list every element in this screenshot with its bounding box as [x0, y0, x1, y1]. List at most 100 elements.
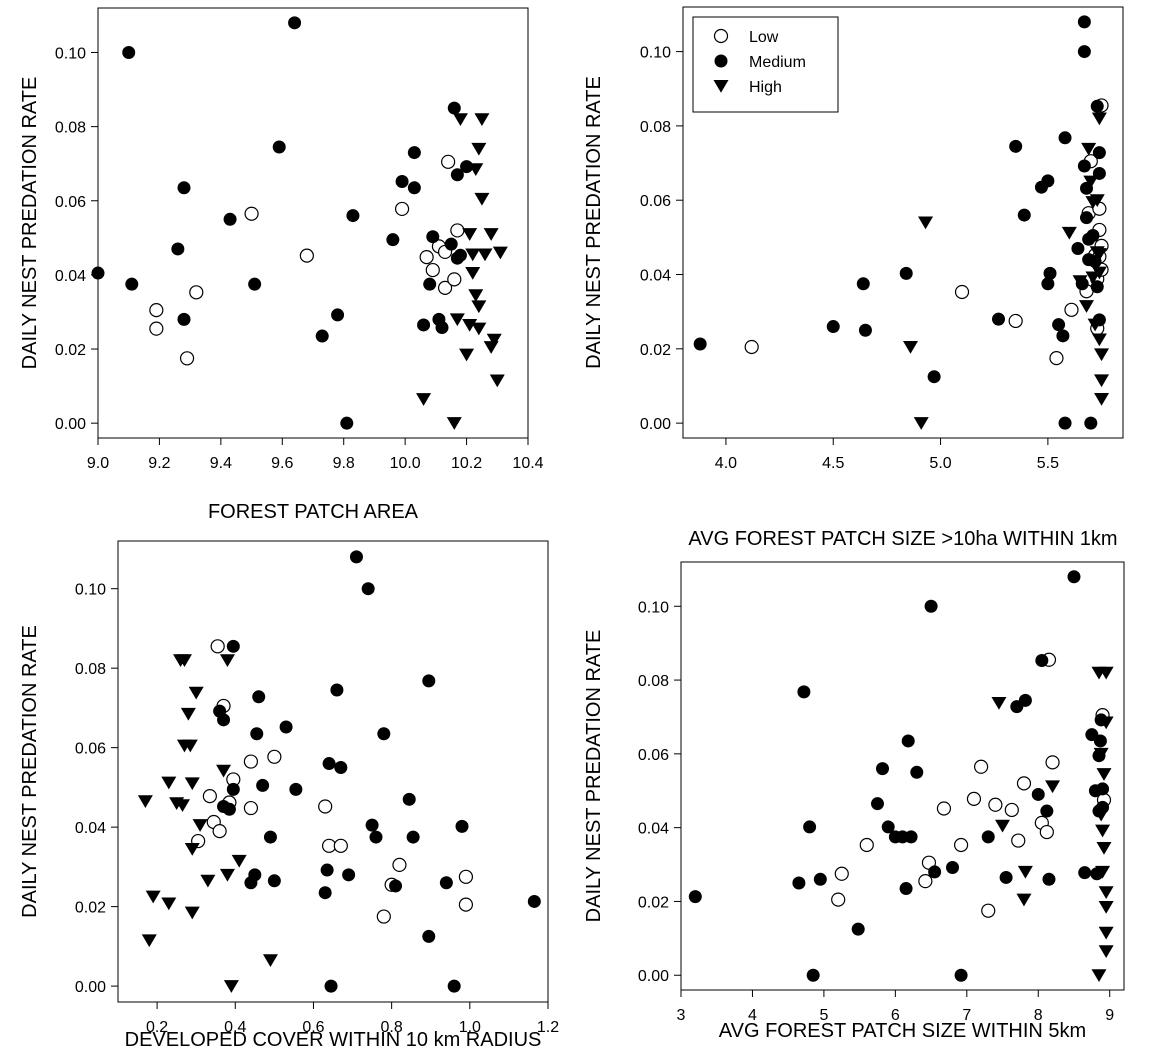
data-point [870, 797, 884, 811]
data-point [122, 45, 136, 59]
data-point [447, 272, 462, 287]
data-point [1091, 333, 1107, 347]
x-tick-label: 9 [1105, 1007, 1114, 1024]
data-point [1094, 713, 1108, 727]
y-tick-label: 0.08 [75, 661, 106, 678]
data-point [918, 216, 934, 230]
x-tick-label: 8 [1034, 1007, 1043, 1024]
series-filled-circle [693, 15, 1106, 430]
y-tick-label: 0.02 [640, 342, 671, 359]
data-point [859, 837, 874, 853]
data-point [333, 838, 348, 853]
data-point [954, 968, 968, 982]
scatter-panel-3: 0.2 0.4 0.6 0.8 1.0 1.20.000.020.040.060.080.… [19, 540, 559, 1051]
data-point [477, 248, 493, 262]
data-point [455, 819, 469, 833]
y-axis: 0.00 0.02 0.04 0.06 0.08 0.10 [55, 45, 98, 433]
series-filled-triangle [416, 113, 508, 430]
x-tick-label: 0.4 [224, 1019, 246, 1036]
data-point [267, 749, 282, 764]
data-point [527, 894, 541, 908]
data-point [161, 897, 177, 911]
data-point [145, 890, 161, 904]
data-point [995, 819, 1011, 833]
x-tick-label: 1.0 [459, 1019, 481, 1036]
data-point [1098, 886, 1114, 899]
data-point [946, 861, 960, 875]
data-point [471, 322, 487, 336]
data-point [875, 762, 889, 776]
data-point [125, 277, 139, 291]
data-point [406, 830, 420, 844]
data-point [1058, 416, 1072, 430]
data-point [439, 876, 453, 890]
plot-frame [680, 561, 1125, 991]
data-point [1067, 570, 1081, 584]
data-point [1096, 782, 1110, 796]
data-point [1079, 300, 1095, 313]
data-point [1091, 969, 1107, 982]
data-point [797, 685, 811, 699]
data-point [1071, 242, 1085, 256]
scatter-panel-2: 4.0 4.5 5.0 5.5 0.00 0.02 0.04 0.06 0.08 0.10 AVG … [583, 6, 1124, 550]
data-point [1045, 780, 1061, 794]
data-point [1077, 45, 1091, 59]
x-axis: 3 4 5 6 7 8 9 [677, 990, 1114, 1024]
x-tick-label: 0.8 [381, 1019, 403, 1036]
data-point [330, 683, 344, 697]
y-tick-label: 0.10 [75, 582, 106, 599]
data-point [279, 720, 293, 734]
series-filled-circle [688, 570, 1110, 982]
data-point [1031, 787, 1045, 801]
data-point [289, 782, 303, 796]
data-point [386, 233, 400, 247]
data-point [953, 837, 969, 853]
x-axis-title: AVG FOREST PATCH SIZE >10ha WITHIN 1km [688, 528, 1117, 550]
data-point [1052, 318, 1066, 332]
data-point [243, 800, 259, 816]
data-point [334, 761, 348, 775]
data-point [322, 757, 336, 771]
data-point [407, 146, 421, 160]
data-point [1008, 313, 1023, 329]
data-point [180, 707, 196, 721]
data-point [903, 340, 919, 354]
data-point [192, 819, 208, 832]
data-point [1096, 768, 1112, 781]
data-point [441, 154, 456, 169]
data-point [899, 266, 913, 280]
plot-frame [97, 7, 529, 439]
data-point [244, 206, 259, 221]
data-point [851, 922, 865, 936]
x-tick-label: 0.2 [146, 1019, 168, 1036]
data-point [248, 277, 262, 291]
data-point [1039, 824, 1054, 840]
x-tick-label: 4.0 [715, 455, 737, 472]
x-axis: 0.2 0.4 0.6 0.8 1.0 1.2 [146, 1002, 559, 1036]
data-point [226, 639, 240, 653]
data-point [991, 696, 1007, 710]
data-point [267, 874, 281, 888]
y-axis: 0.00 0.02 0.04 0.06 0.08 0.10 [75, 582, 118, 996]
data-point [447, 979, 461, 993]
data-point [813, 872, 827, 886]
data-point [465, 248, 481, 262]
x-tick-label: 9.4 [210, 455, 232, 472]
data-point [462, 228, 478, 241]
data-point [435, 321, 449, 335]
y-tick-label: 0.06 [75, 741, 106, 758]
data-point [1098, 666, 1114, 680]
data-point [1081, 142, 1097, 156]
data-point [1078, 866, 1092, 880]
data-point [426, 230, 440, 244]
data-point [1018, 693, 1032, 707]
data-point [315, 329, 329, 343]
data-point [1086, 229, 1100, 243]
data-point [161, 776, 177, 790]
legend-label: Medium [749, 54, 806, 71]
data-point [91, 266, 105, 280]
data-point [483, 228, 499, 241]
data-point [216, 764, 232, 778]
data-point [1080, 211, 1094, 225]
